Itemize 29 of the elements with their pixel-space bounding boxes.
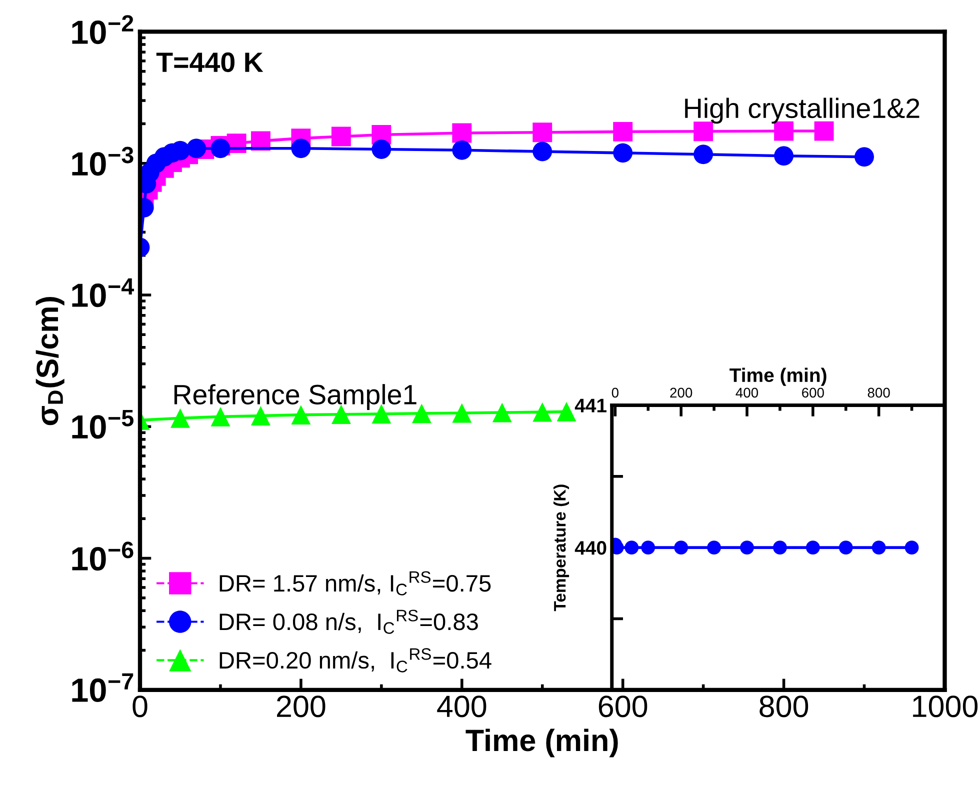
x-tick-label: 0 [612,388,618,398]
y-axis-title: Temperature (K) [553,484,570,612]
x-axis-title: Time (min) [466,728,618,758]
annotation: High crystalline1&2 [685,98,920,124]
x-tick-label: 400 [437,696,486,718]
y-tick-label: 10$^{−2}$ [72,15,134,44]
y-tick-label: 10$^{−4}$ [72,278,134,308]
x-tick-label: 200 [670,388,692,398]
y-tick-label: 441 [574,398,606,412]
x-axis-title: Time (min) [730,368,826,386]
y-tick-label: 10$^{−3}$ [72,146,134,176]
annotation: T=440 K [156,52,264,72]
y-tick-label: 10$^{−7}$ [72,673,134,702]
legend-label: DR=0.20 nm/s, I$_{C}$$^{RS}$=0.54 [220,648,492,672]
x-tick-label: 1000 [913,696,978,718]
y-tick-label: 10$^{−5}$ [72,410,134,439]
x-tick-label: 800 [760,696,808,718]
legend-label: DR= 1.57 nm/s, I$_{C}$$^{RS}$=0.75 [220,571,491,596]
x-tick-label: 0 [132,696,148,718]
y-tick-label: 440 [574,541,606,555]
y-tick-label: 10$^{−6}$ [72,542,134,571]
annotation: Reference Sample1 [174,384,416,410]
x-tick-label: 400 [736,388,758,398]
x-tick-label: 600 [598,696,648,718]
x-tick-label: 200 [276,696,326,718]
legend-label: DR= 0.08 n/s, I$_{C}$$^{RS}$=0.83 [220,610,478,634]
x-tick-label: 600 [802,388,824,398]
x-tick-label: 800 [868,388,890,398]
y-axis-title: σ$_{D}$(S/cm) [36,297,64,426]
